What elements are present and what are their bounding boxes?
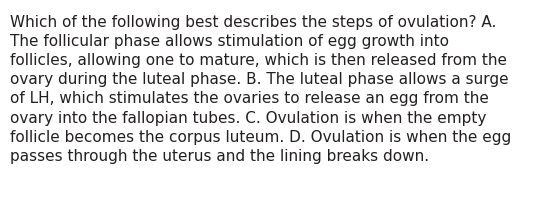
Text: Which of the following best describes the steps of ovulation? A.
The follicular : Which of the following best describes th…	[10, 15, 511, 164]
